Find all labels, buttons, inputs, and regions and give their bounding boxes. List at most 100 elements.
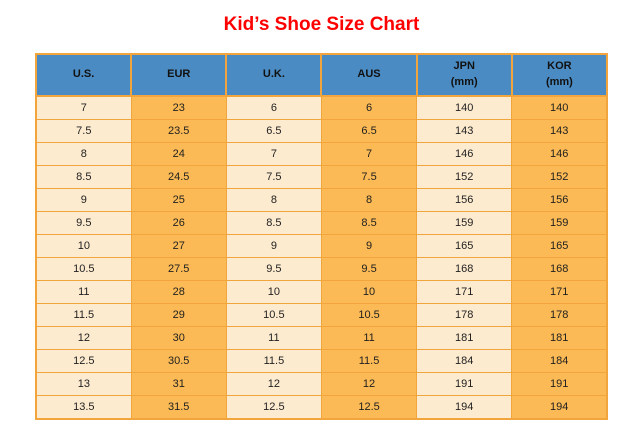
table-cell: 13 <box>35 372 132 396</box>
table-cell: 30.5 <box>130 349 227 373</box>
table-cell: 10.5 <box>320 303 418 327</box>
table-cell: 6.5 <box>225 119 322 143</box>
table-cell: 7 <box>225 142 322 166</box>
table-row: 8.5 24.5 7.5 7.5 152 152 <box>35 165 608 189</box>
table-cell: 191 <box>416 372 513 396</box>
table-cell: 140 <box>416 95 513 120</box>
table-row: 7.5 23.5 6.5 6.5 143 143 <box>35 119 608 143</box>
table-row: 12.5 30.5 11.5 11.5 184 184 <box>35 349 608 373</box>
table-cell: 171 <box>416 280 513 304</box>
table-cell: 24.5 <box>130 165 227 189</box>
header-cell-us: U.S. <box>34 53 133 97</box>
table-head: U.S. EUR U.K. AUS JPN (mm) KOR (mm) <box>34 53 609 97</box>
table-cell: 10.5 <box>225 303 322 327</box>
table-cell: 11.5 <box>225 349 322 373</box>
table-cell: 181 <box>416 326 513 350</box>
table-cell: 146 <box>511 142 608 166</box>
table-cell: 11 <box>225 326 322 350</box>
table-cell: 9.5 <box>35 211 132 235</box>
header-sublabel: (mm) <box>450 76 478 88</box>
table-cell: 11.5 <box>320 349 418 373</box>
table-cell: 165 <box>511 234 608 258</box>
table-cell: 194 <box>416 395 513 420</box>
table-cell: 7.5 <box>320 165 418 189</box>
table-cell: 9.5 <box>225 257 322 281</box>
table-cell: 10 <box>320 280 418 304</box>
table-cell: 9 <box>225 234 322 258</box>
table-cell: 27.5 <box>130 257 227 281</box>
header-label: U.K. <box>262 68 285 81</box>
table-cell: 24 <box>130 142 227 166</box>
table-cell: 10 <box>225 280 322 304</box>
table-cell: 27 <box>130 234 227 258</box>
table-cell: 9 <box>320 234 418 258</box>
header-cell-kor: KOR (mm) <box>510 53 609 97</box>
table-cell: 143 <box>511 119 608 143</box>
table-cell: 10 <box>35 234 132 258</box>
table-cell: 23.5 <box>130 119 227 143</box>
table-cell: 26 <box>130 211 227 235</box>
header-cell-aus: AUS <box>320 53 418 97</box>
header-label: JPN <box>453 60 475 73</box>
table-row: 13 31 12 12 191 191 <box>35 372 608 396</box>
table-row: 12 30 11 11 181 181 <box>35 326 608 350</box>
table-cell: 6 <box>320 95 418 120</box>
table-cell: 8.5 <box>225 211 322 235</box>
header-label: AUS <box>357 68 381 81</box>
table-cell: 10.5 <box>35 257 132 281</box>
table-body: 7 23 6 6 140 140 7.5 23.5 6.5 6.5 143 143 8 24 7 7 146 14… <box>35 95 608 420</box>
table-cell: 8 <box>35 142 132 166</box>
table-row: 10.5 27.5 9.5 9.5 168 168 <box>35 257 608 281</box>
header-sublabel: (mm) <box>545 76 573 88</box>
table-cell: 11 <box>320 326 418 350</box>
table-cell: 31.5 <box>130 395 227 420</box>
table-cell: 9 <box>35 188 132 212</box>
table-cell: 23 <box>130 95 227 120</box>
table-cell: 12.5 <box>320 395 418 420</box>
table-cell: 184 <box>416 349 513 373</box>
shoe-size-table: U.S. EUR U.K. AUS JPN (mm) KOR (mm) 7 23 6 6 140 140… <box>34 53 609 420</box>
header-cell-eur: EUR <box>130 53 228 97</box>
table-cell: 159 <box>511 211 608 235</box>
table-cell: 171 <box>511 280 608 304</box>
table-cell: 31 <box>130 372 227 396</box>
table-cell: 156 <box>511 188 608 212</box>
table-cell: 28 <box>130 280 227 304</box>
table-cell: 159 <box>416 211 513 235</box>
table-header-row: U.S. EUR U.K. AUS JPN (mm) KOR (mm) <box>34 53 609 97</box>
table-cell: 168 <box>511 257 608 281</box>
table-cell: 191 <box>511 372 608 396</box>
table-cell: 7 <box>35 95 132 120</box>
table-cell: 29 <box>130 303 227 327</box>
table-cell: 178 <box>511 303 608 327</box>
table-row: 10 27 9 9 165 165 <box>35 234 608 258</box>
table-cell: 8 <box>225 188 322 212</box>
table-cell: 178 <box>416 303 513 327</box>
table-cell: 7 <box>320 142 418 166</box>
table-cell: 30 <box>130 326 227 350</box>
table-cell: 7.5 <box>225 165 322 189</box>
table-cell: 13.5 <box>35 395 132 420</box>
table-cell: 6.5 <box>320 119 418 143</box>
table-cell: 168 <box>416 257 513 281</box>
table-cell: 8.5 <box>320 211 418 235</box>
table-row: 8 24 7 7 146 146 <box>35 142 608 166</box>
table-cell: 152 <box>416 165 513 189</box>
table-cell: 11 <box>35 280 132 304</box>
table-cell: 9.5 <box>320 257 418 281</box>
table-cell: 143 <box>416 119 513 143</box>
table-cell: 6 <box>225 95 322 120</box>
table-cell: 152 <box>511 165 608 189</box>
header-label: KOR <box>547 60 572 73</box>
table-row: 11.5 29 10.5 10.5 178 178 <box>35 303 608 327</box>
table-cell: 140 <box>511 95 608 120</box>
table-cell: 11.5 <box>35 303 132 327</box>
header-cell-jpn: JPN (mm) <box>415 53 513 97</box>
table-cell: 184 <box>511 349 608 373</box>
header-cell-uk: U.K. <box>225 53 323 97</box>
table-cell: 12 <box>225 372 322 396</box>
table-row: 9.5 26 8.5 8.5 159 159 <box>35 211 608 235</box>
table-row: 11 28 10 10 171 171 <box>35 280 608 304</box>
table-cell: 7.5 <box>35 119 132 143</box>
